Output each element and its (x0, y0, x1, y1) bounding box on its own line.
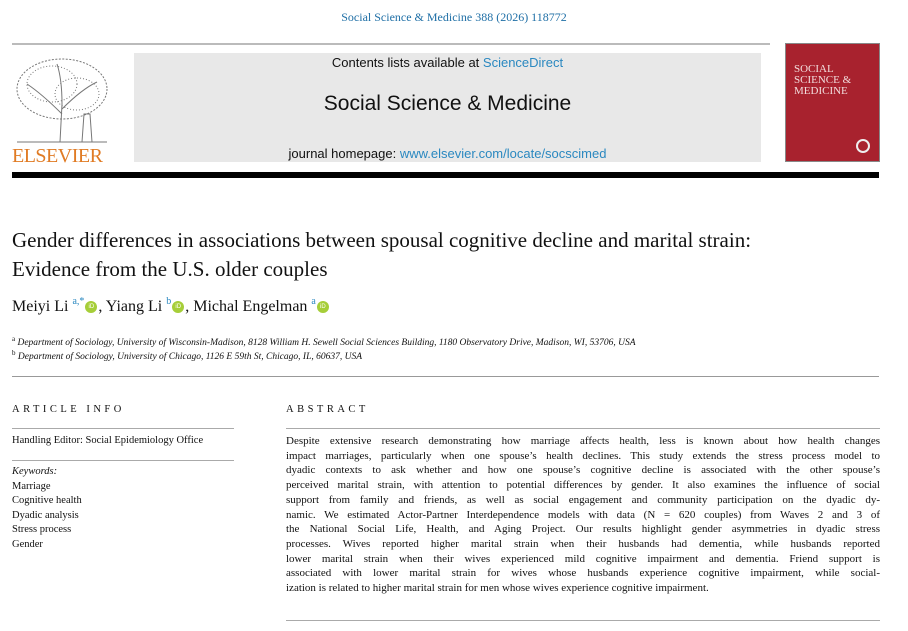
abstract-line: support from family and friends, as well… (286, 493, 880, 506)
author-name[interactable]: Michal Engelman (193, 298, 308, 315)
divider (12, 43, 770, 45)
divider (286, 428, 880, 429)
author-list: Meiyi Li a,*iD, Yiang Li biD, Michal Eng… (12, 296, 330, 316)
homepage-link[interactable]: www.elsevier.com/locate/socscimed (399, 146, 607, 161)
divider (286, 620, 880, 621)
journal-banner (134, 53, 761, 162)
keyword: Marriage (12, 480, 51, 492)
abstract-line: associated with lower marital strain for… (286, 567, 880, 580)
author-affiliation-mark[interactable]: a (311, 296, 316, 307)
abstract-heading: ABSTRACT (286, 404, 369, 415)
affiliation: b Department of Sociology, University of… (12, 349, 872, 362)
divider (12, 428, 234, 429)
keywords-label: Keywords: (12, 466, 58, 477)
affiliation: a Department of Sociology, University of… (12, 335, 872, 348)
abstract-line: dyadic contexts to ask whether and how o… (286, 464, 880, 477)
abstract-text: Despite extensive research demonstrating… (286, 434, 880, 596)
journal-citation-link[interactable]: Social Science & Medicine 388 (2026) 118… (341, 10, 567, 24)
divider (12, 376, 879, 377)
keyword: Cognitive health (12, 495, 82, 507)
abstract-line: perceived marital strain, with attention… (286, 479, 880, 492)
abstract-line: impact marriages, particularly when one … (286, 449, 880, 462)
orcid-icon[interactable]: iD (85, 301, 98, 314)
homepage-line: journal homepage: www.elsevier.com/locat… (134, 146, 761, 161)
elsevier-logo-text: ELSEVIER (12, 145, 103, 167)
abstract-line: ization is related to higher marital str… (286, 582, 709, 595)
affiliation-mark: a (12, 335, 16, 343)
abstract-line: the National Social Life, Health, and Ag… (286, 523, 880, 536)
cover-seal-icon (856, 139, 870, 153)
contents-line: Contents lists available at ScienceDirec… (134, 55, 761, 70)
cover-title: SOCIAL SCIENCE & MEDICINE (794, 63, 852, 97)
keyword: Gender (12, 538, 43, 550)
article-title: Gender differences in associations betwe… (12, 228, 752, 281)
author-affiliation-mark[interactable]: a,* (72, 296, 85, 307)
author-name[interactable]: Yiang Li (105, 298, 163, 315)
sciencedirect-link[interactable]: ScienceDirect (482, 55, 564, 70)
contents-prefix: Contents lists available at (331, 55, 483, 70)
orcid-icon[interactable]: iD (316, 301, 329, 314)
keywords-section: Keywords: Marriage Cognitive health Dyad… (12, 465, 234, 553)
homepage-prefix: journal homepage: (288, 146, 400, 161)
abstract-line: Despite extensive research demonstrating… (286, 435, 880, 447)
article-info-heading: ARTICLE INFO (12, 404, 125, 415)
author-affiliation-mark[interactable]: b (166, 296, 172, 307)
abstract-line: namic. We estimated Actor-Partner Interd… (286, 508, 880, 521)
author-name[interactable]: Meiyi Li (12, 298, 69, 315)
header-rule (12, 172, 879, 178)
affiliation-text: Department of Sociology, University of C… (17, 352, 363, 363)
divider (12, 460, 234, 461)
abstract-line: processes. Wives reported higher marital… (286, 537, 880, 550)
affiliation-text: Department of Sociology, University of W… (17, 338, 636, 349)
keyword: Dyadic analysis (12, 509, 79, 521)
affiliation-mark: b (12, 349, 16, 357)
journal-cover-image[interactable]: SOCIAL SCIENCE & MEDICINE (785, 43, 880, 162)
orcid-icon[interactable]: iD (172, 301, 185, 314)
keyword: Stress process (12, 524, 72, 536)
elsevier-tree-logo (16, 58, 108, 143)
abstract-line: lower marital strain when their wives ex… (286, 552, 880, 565)
handling-editor: Handling Editor: Social Epidemiology Off… (12, 435, 204, 446)
journal-title: Social Science & Medicine (323, 92, 572, 115)
